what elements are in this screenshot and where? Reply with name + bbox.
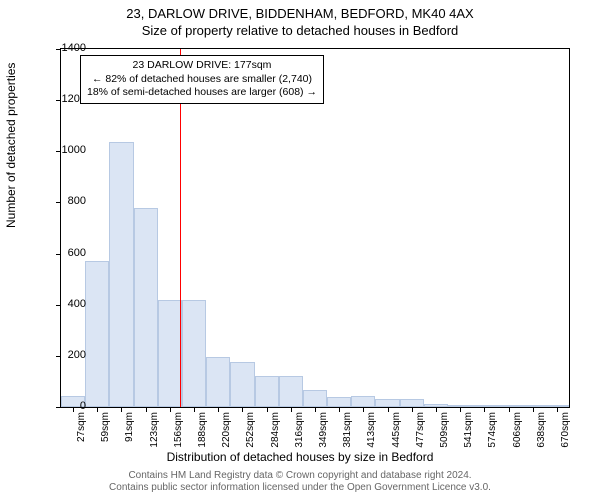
xtick-mark xyxy=(267,407,268,412)
annotation-line-2: ← 82% of detached houses are smaller (2,… xyxy=(87,73,317,87)
histogram-bar xyxy=(134,208,158,407)
chart-container: 23, DARLOW DRIVE, BIDDENHAM, BEDFORD, MK… xyxy=(0,0,600,500)
ytick-label: 1400 xyxy=(62,42,86,54)
xtick-label: 284sqm xyxy=(270,412,281,448)
footer-line-2: Contains public sector information licen… xyxy=(0,482,600,494)
xtick-mark xyxy=(218,407,219,412)
xtick-label: 27sqm xyxy=(76,412,87,442)
xtick-mark xyxy=(484,407,485,412)
annotation-line-1: 23 DARLOW DRIVE: 177sqm xyxy=(87,59,317,73)
histogram-bar xyxy=(375,399,399,407)
histogram-bar xyxy=(182,300,206,407)
xtick-mark xyxy=(557,407,558,412)
xtick-label: 541sqm xyxy=(463,412,474,448)
ytick-mark xyxy=(56,49,61,50)
xtick-label: 477sqm xyxy=(415,412,426,448)
xtick-mark xyxy=(388,407,389,412)
ytick-mark xyxy=(56,407,61,408)
xtick-mark xyxy=(533,407,534,412)
histogram-bar xyxy=(109,142,133,407)
histogram-bar xyxy=(303,390,327,407)
xtick-mark xyxy=(315,407,316,412)
xtick-mark xyxy=(436,407,437,412)
page-title-2: Size of property relative to detached ho… xyxy=(0,21,600,38)
xtick-label: 91sqm xyxy=(124,412,135,442)
xtick-mark xyxy=(460,407,461,412)
xtick-mark xyxy=(412,407,413,412)
ytick-mark xyxy=(56,151,61,152)
histogram-bar xyxy=(206,357,230,407)
xtick-mark xyxy=(242,407,243,412)
xtick-label: 156sqm xyxy=(173,412,184,448)
xtick-label: 316sqm xyxy=(294,412,305,448)
xtick-label: 123sqm xyxy=(149,412,160,448)
histogram-bar xyxy=(158,300,182,407)
ytick-label: 400 xyxy=(68,298,86,310)
histogram-bar xyxy=(85,261,109,407)
footer-line-1: Contains HM Land Registry data © Crown c… xyxy=(0,470,600,482)
ytick-label: 200 xyxy=(68,349,86,361)
histogram-bar xyxy=(279,376,303,407)
xtick-mark xyxy=(97,407,98,412)
x-axis-label: Distribution of detached houses by size … xyxy=(0,450,600,464)
xtick-mark xyxy=(146,407,147,412)
annotation-box: 23 DARLOW DRIVE: 177sqm← 82% of detached… xyxy=(80,55,324,104)
xtick-label: 509sqm xyxy=(439,412,450,448)
xtick-mark xyxy=(121,407,122,412)
xtick-mark xyxy=(509,407,510,412)
ytick-label: 1000 xyxy=(62,144,86,156)
ytick-mark xyxy=(56,305,61,306)
xtick-mark xyxy=(291,407,292,412)
ytick-label: 600 xyxy=(68,247,86,259)
xtick-label: 252sqm xyxy=(245,412,256,448)
xtick-label: 188sqm xyxy=(197,412,208,448)
ytick-mark xyxy=(56,254,61,255)
histogram-bar xyxy=(400,399,424,407)
xtick-label: 638sqm xyxy=(536,412,547,448)
ytick-label: 800 xyxy=(68,195,86,207)
xtick-label: 349sqm xyxy=(318,412,329,448)
xtick-label: 413sqm xyxy=(366,412,377,448)
histogram-bar xyxy=(327,397,351,407)
ytick-label: 0 xyxy=(80,400,86,412)
xtick-label: 220sqm xyxy=(221,412,232,448)
xtick-mark xyxy=(339,407,340,412)
ytick-mark xyxy=(56,356,61,357)
ytick-mark xyxy=(56,100,61,101)
xtick-label: 574sqm xyxy=(487,412,498,448)
xtick-mark xyxy=(170,407,171,412)
histogram-bar xyxy=(255,376,279,407)
xtick-label: 670sqm xyxy=(560,412,571,448)
xtick-mark xyxy=(73,407,74,412)
footer-text: Contains HM Land Registry data © Crown c… xyxy=(0,470,600,494)
xtick-label: 445sqm xyxy=(391,412,402,448)
xtick-label: 606sqm xyxy=(512,412,523,448)
histogram-bar xyxy=(351,396,375,408)
xtick-label: 59sqm xyxy=(100,412,111,442)
annotation-line-3: 18% of semi-detached houses are larger (… xyxy=(87,86,317,100)
xtick-mark xyxy=(363,407,364,412)
xtick-mark xyxy=(194,407,195,412)
page-title-1: 23, DARLOW DRIVE, BIDDENHAM, BEDFORD, MK… xyxy=(0,0,600,21)
y-axis-label: Number of detached properties xyxy=(4,63,18,228)
ytick-mark xyxy=(56,202,61,203)
xtick-label: 381sqm xyxy=(342,412,353,448)
histogram-bar xyxy=(230,362,254,407)
